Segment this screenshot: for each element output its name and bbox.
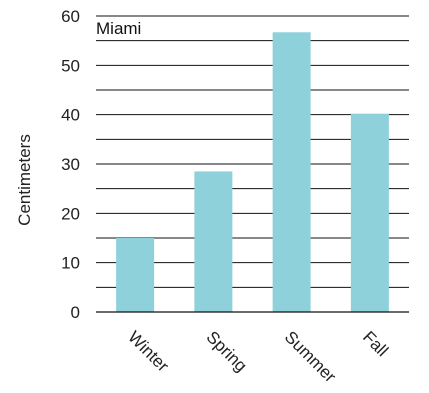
- x-category-labels: Winter Spring Summer Fall: [124, 327, 392, 386]
- x-category-label-fall: Fall: [359, 327, 392, 360]
- y-tick-label-50: 50: [61, 56, 80, 75]
- bar-winter: [116, 238, 155, 312]
- y-tick-label-20: 20: [61, 204, 80, 223]
- x-category-label-spring: Spring: [203, 327, 251, 375]
- y-tick-label-60: 60: [61, 7, 80, 26]
- y-tick-label-10: 10: [61, 254, 80, 273]
- y-tick-label-30: 30: [61, 155, 80, 174]
- bar-spring: [194, 171, 233, 312]
- y-tick-label-40: 40: [61, 106, 80, 125]
- chart-title: Miami: [96, 19, 141, 38]
- y-tick-label-0: 0: [71, 303, 80, 322]
- y-tick-labels: 0 10 20 30 40 50 60: [61, 7, 80, 322]
- y-axis-title: Centimeters: [15, 134, 34, 226]
- x-category-label-summer: Summer: [281, 327, 340, 386]
- bar-fall: [350, 113, 389, 313]
- bars: [116, 32, 389, 313]
- bar-summer: [272, 32, 311, 312]
- x-category-label-winter: Winter: [124, 327, 172, 375]
